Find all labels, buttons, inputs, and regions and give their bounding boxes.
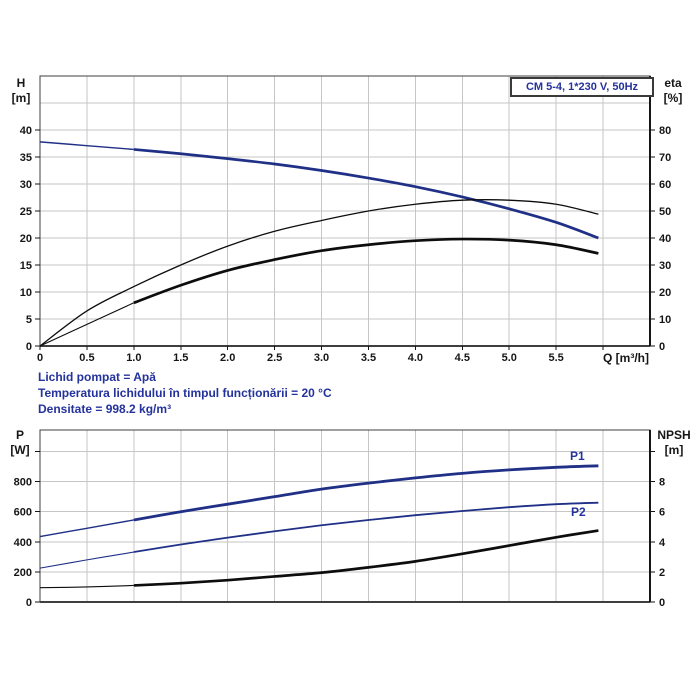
eta-axis-unit-line1: eta [664, 76, 682, 90]
curve-npsh [133, 529, 599, 587]
q-axis-label: Q [m³/h] [603, 351, 649, 365]
tick-label: 40 [20, 125, 32, 137]
tick-label: 20 [659, 287, 671, 299]
tick-label: 600 [14, 507, 32, 519]
tick-label: 5 [26, 314, 32, 326]
h-axis-unit: H [m] [4, 76, 38, 106]
tick-label: 0 [37, 352, 43, 364]
curve-p1-thin [39, 519, 134, 538]
tick-label: 4.0 [408, 352, 423, 364]
tick-label: 40 [659, 233, 671, 245]
tick-label: 10 [20, 287, 32, 299]
chart-title-box: CM 5-4, 1*230 V, 50Hz [510, 77, 654, 97]
tick-label: 0 [26, 341, 32, 353]
tick-label: 5.0 [502, 352, 517, 364]
tick-label: 2.0 [220, 352, 235, 364]
tick-label: 20 [20, 233, 32, 245]
tick-label: 35 [20, 152, 32, 164]
curve-eta-pump-motor-thin [39, 302, 135, 347]
pumped-liquid-info: Lichid pompat = Apă Temperatura lichidul… [38, 369, 332, 417]
tick-label: 30 [20, 179, 32, 191]
tick-label: 0 [659, 597, 665, 609]
tick-label: 3.0 [314, 352, 329, 364]
p1-curve-label: P1 [570, 449, 585, 463]
tick-label: 800 [14, 477, 32, 489]
tick-label: 10 [659, 314, 671, 326]
info-line-temperature: Temperatura lichidului în timpul funcțio… [38, 386, 332, 400]
npsh-axis-unit-line1: NPSH [657, 428, 691, 442]
tick-label: 4.5 [455, 352, 470, 364]
tick-label: 8 [659, 477, 665, 489]
tick-label: 1.5 [173, 352, 188, 364]
npsh-axis-unit: NPSH [m] [650, 428, 698, 458]
p-axis-unit-line1: P [15, 428, 24, 442]
h-axis-unit-line1: H [16, 76, 26, 90]
h-axis-unit-line2: [m] [11, 91, 31, 105]
p-axis-unit: P [W] [2, 428, 38, 458]
eta-axis-unit-line2: [%] [663, 91, 683, 105]
tick-label: 400 [14, 537, 32, 549]
tick-label: 200 [14, 567, 32, 579]
curve-eta-pump [39, 199, 599, 347]
npsh-axis-unit-line2: [m] [664, 443, 684, 457]
info-line-density: Densitate = 998.2 kg/m³ [38, 402, 172, 416]
curve-h-curve [133, 148, 599, 240]
curve-p2-thin [39, 551, 134, 569]
p-axis-unit-line2: [W] [10, 443, 30, 457]
eta-axis-unit: eta [%] [653, 76, 693, 106]
tick-label: 4 [659, 537, 666, 549]
tick-label: 5.5 [549, 352, 564, 364]
tick-label: 3.5 [361, 352, 376, 364]
info-line-liquid: Lichid pompat = Apă [38, 370, 156, 384]
tick-label: 80 [659, 125, 671, 137]
tick-label: 15 [20, 260, 32, 272]
tick-label: 6 [659, 507, 665, 519]
tick-label: 30 [659, 260, 671, 272]
curve-p2 [133, 501, 599, 553]
tick-label: 70 [659, 152, 671, 164]
curve-eta-pump-motor [133, 237, 599, 305]
tick-label: 0.5 [79, 352, 94, 364]
tick-label: 0 [659, 341, 665, 353]
tick-label: 2 [659, 567, 665, 579]
p2-curve-label: P2 [571, 505, 586, 519]
tick-label: 60 [659, 179, 671, 191]
curve-p1 [133, 464, 599, 522]
tick-label: 0 [26, 597, 32, 609]
plot-border [39, 429, 651, 603]
tick-label: 1.0 [126, 352, 141, 364]
tick-label: 2.5 [267, 352, 282, 364]
curve-npsh-thin [39, 584, 134, 589]
tick-label: 50 [659, 206, 671, 218]
curve-h-curve-thin [39, 141, 134, 151]
tick-label: 25 [20, 206, 32, 218]
